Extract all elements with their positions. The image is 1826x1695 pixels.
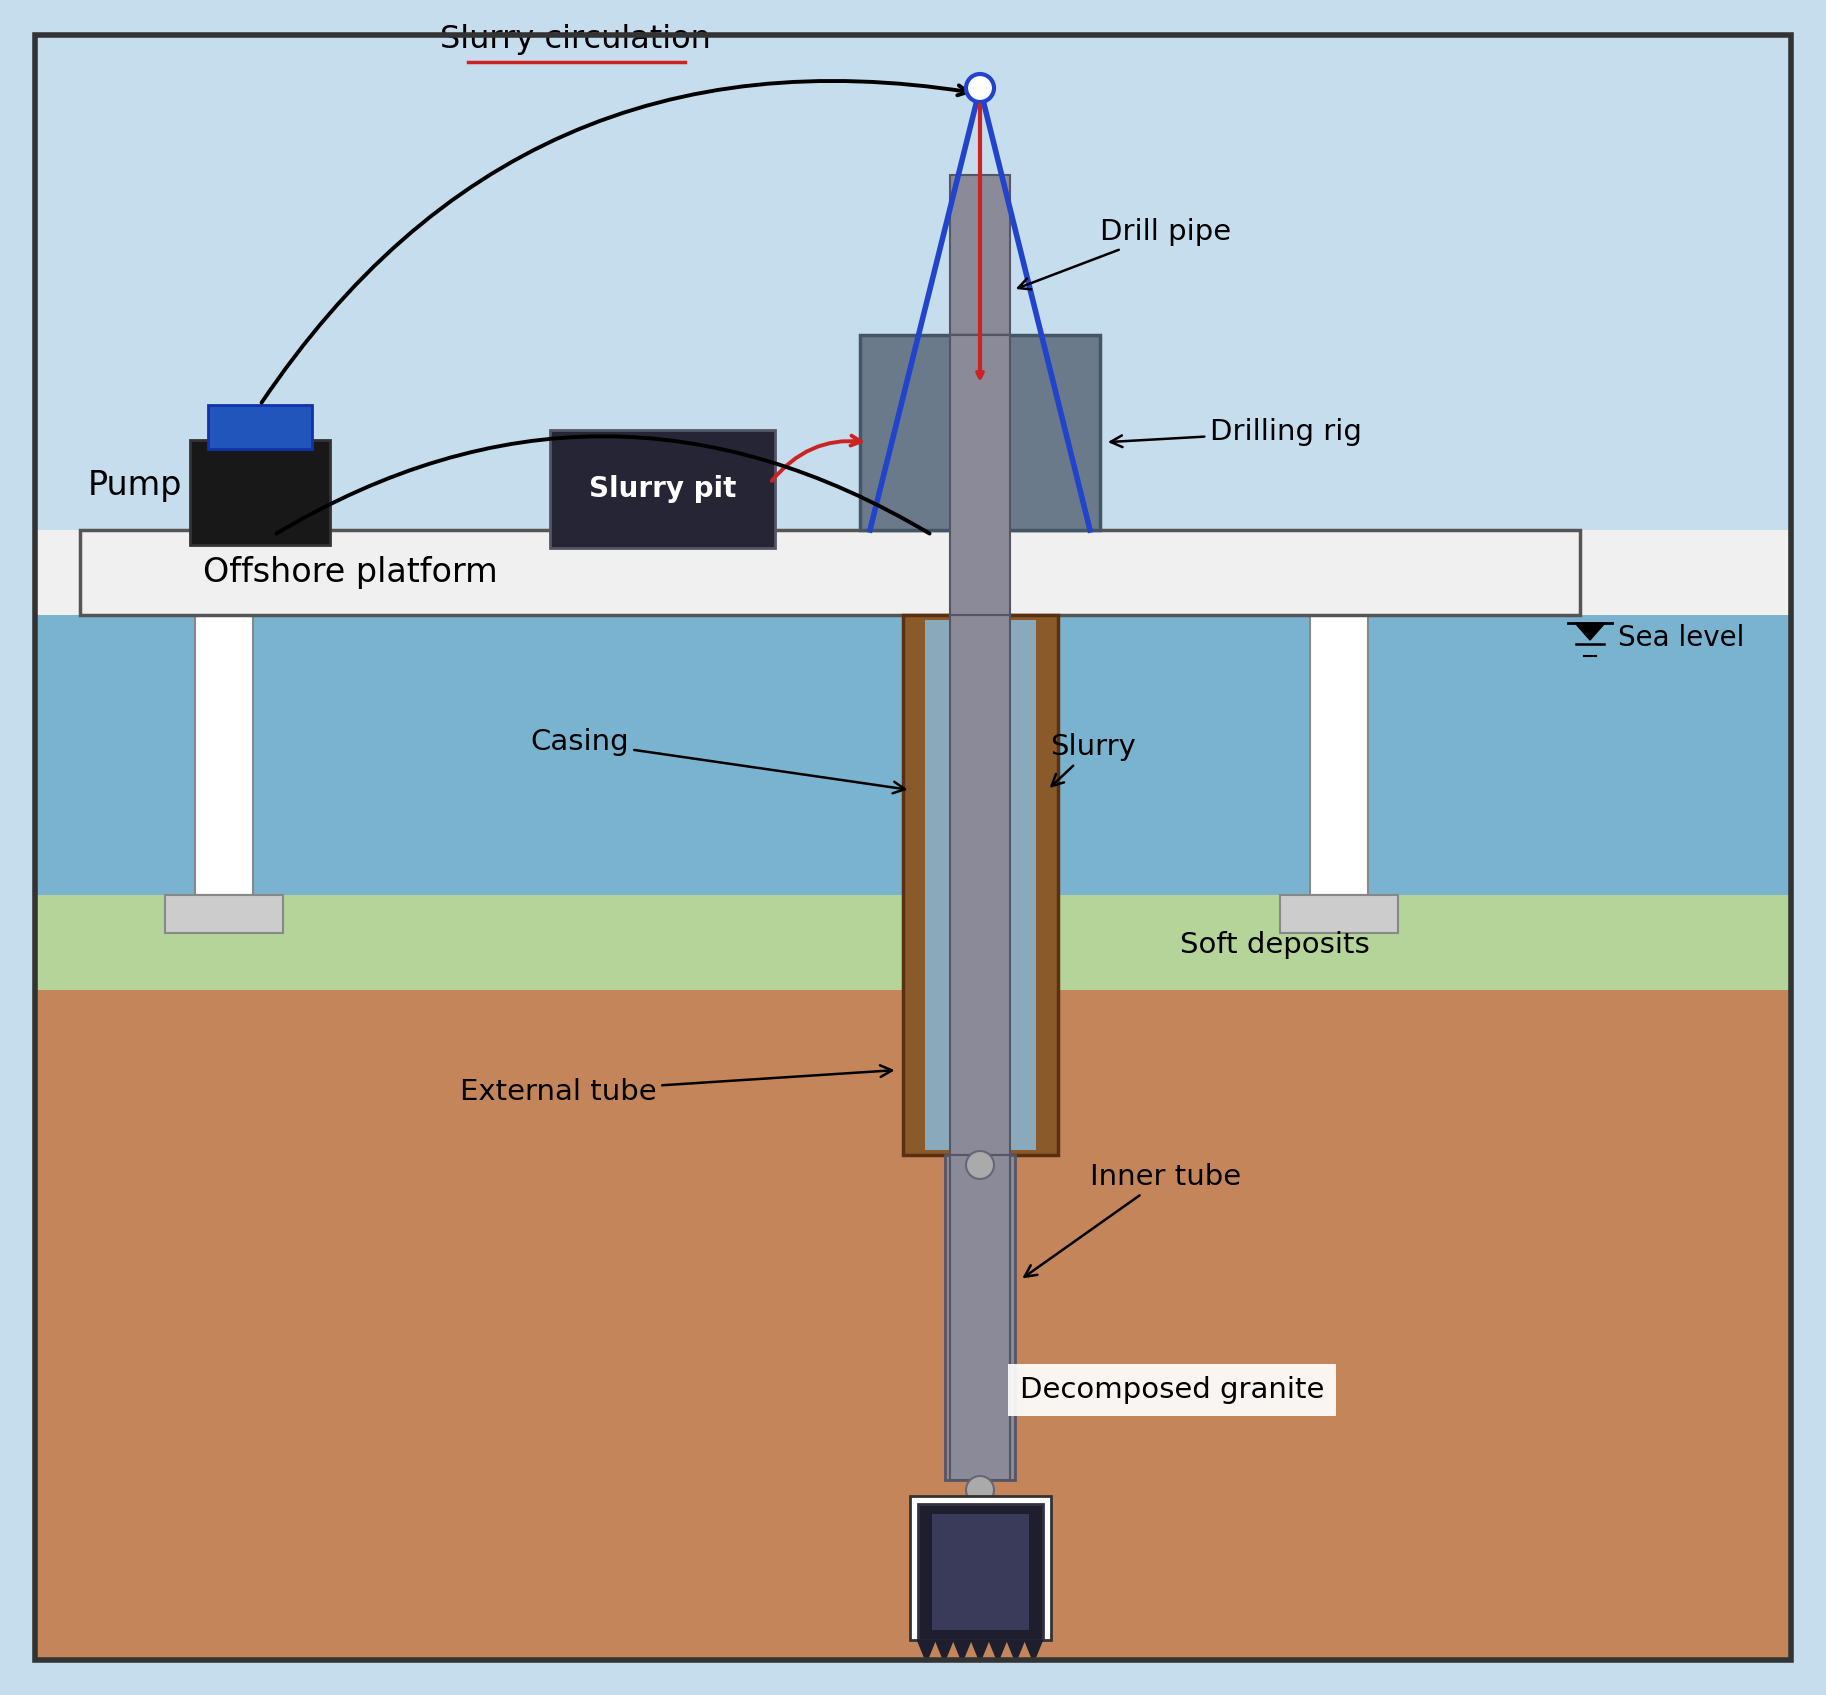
Text: Slurry: Slurry	[1050, 732, 1136, 786]
Bar	[950, 175, 1010, 336]
Polygon shape	[917, 1641, 935, 1663]
Bar	[950, 336, 1010, 615]
Text: Decomposed granite: Decomposed granite	[1021, 1376, 1324, 1403]
Bar	[195, 615, 254, 895]
Text: External tube: External tube	[460, 1064, 891, 1107]
Polygon shape	[953, 1641, 971, 1663]
Text: Inner tube: Inner tube	[1024, 1163, 1242, 1276]
Circle shape	[966, 1151, 993, 1180]
Polygon shape	[990, 1641, 1006, 1663]
Bar	[35, 895, 1791, 990]
Bar	[917, 1503, 1043, 1641]
Bar	[950, 615, 1010, 1154]
Bar	[35, 615, 1791, 895]
Text: Sea level: Sea level	[1618, 624, 1744, 653]
Bar	[950, 1154, 1010, 1480]
Bar	[946, 1154, 1015, 1480]
Bar	[924, 620, 1035, 1149]
Bar	[931, 1514, 1028, 1631]
Polygon shape	[971, 1641, 990, 1663]
Text: Casing: Casing	[530, 727, 906, 793]
Bar	[35, 531, 1791, 615]
Bar	[35, 990, 1791, 1659]
Bar	[35, 36, 1791, 531]
Text: Slurry circulation: Slurry circulation	[440, 24, 710, 54]
Bar	[1280, 895, 1399, 932]
Text: Soft deposits: Soft deposits	[1180, 931, 1370, 959]
FancyArrowPatch shape	[261, 81, 968, 403]
Bar	[909, 1497, 1050, 1641]
Bar	[550, 431, 774, 547]
Text: Pump: Pump	[88, 468, 183, 502]
Polygon shape	[1576, 624, 1605, 641]
Polygon shape	[935, 1641, 953, 1663]
Bar	[80, 531, 1579, 615]
Polygon shape	[1006, 1641, 1024, 1663]
Bar	[902, 615, 1057, 1154]
Bar	[860, 336, 1099, 531]
Bar	[1309, 615, 1368, 895]
Bar	[190, 441, 331, 546]
Bar	[164, 895, 283, 932]
FancyArrowPatch shape	[772, 436, 860, 481]
Text: Slurry pit: Slurry pit	[588, 475, 736, 503]
Polygon shape	[1024, 1641, 1043, 1663]
Text: Offshore platform: Offshore platform	[203, 556, 497, 588]
FancyArrowPatch shape	[276, 436, 929, 534]
Text: Drill pipe: Drill pipe	[1019, 219, 1231, 290]
Circle shape	[966, 1476, 993, 1503]
Circle shape	[966, 75, 993, 102]
Text: Drilling rig: Drilling rig	[1110, 419, 1362, 447]
Bar	[208, 405, 312, 449]
